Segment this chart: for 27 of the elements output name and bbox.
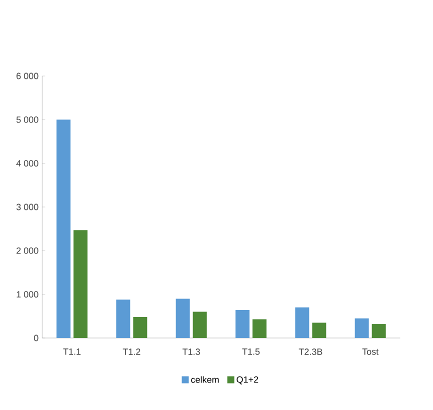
x-tick-label: Tost — [362, 348, 379, 355]
x-tick-label: T1.3 — [182, 348, 200, 355]
bar — [133, 317, 148, 338]
x-tick-label: T1.1 — [63, 348, 81, 355]
x-tick-label: T1.5 — [242, 348, 260, 355]
bar — [192, 312, 207, 338]
bar — [56, 120, 71, 338]
bar — [354, 318, 369, 338]
bar — [295, 307, 310, 338]
bar — [176, 298, 190, 338]
x-tick-label: T1.2 — [122, 348, 140, 355]
bar — [74, 230, 88, 338]
y-tick-label: 3 000 — [16, 204, 38, 210]
bar — [312, 322, 326, 338]
bar — [116, 300, 130, 338]
bar — [372, 324, 386, 338]
y-tick-label: 4 000 — [16, 160, 38, 167]
bar — [236, 310, 250, 338]
bar — [252, 319, 267, 338]
legend-label: celkem — [191, 376, 219, 383]
x-tick-label: T2.3B — [298, 348, 322, 355]
y-tick-label: 5 000 — [16, 116, 38, 123]
y-tick-label: 0 — [34, 334, 38, 342]
y-tick-label: 6 000 — [16, 72, 38, 80]
y-tick-label: 2 000 — [16, 247, 38, 254]
y-tick-label: 1 000 — [16, 291, 38, 298]
legend-label: Q1+2 — [236, 376, 258, 384]
